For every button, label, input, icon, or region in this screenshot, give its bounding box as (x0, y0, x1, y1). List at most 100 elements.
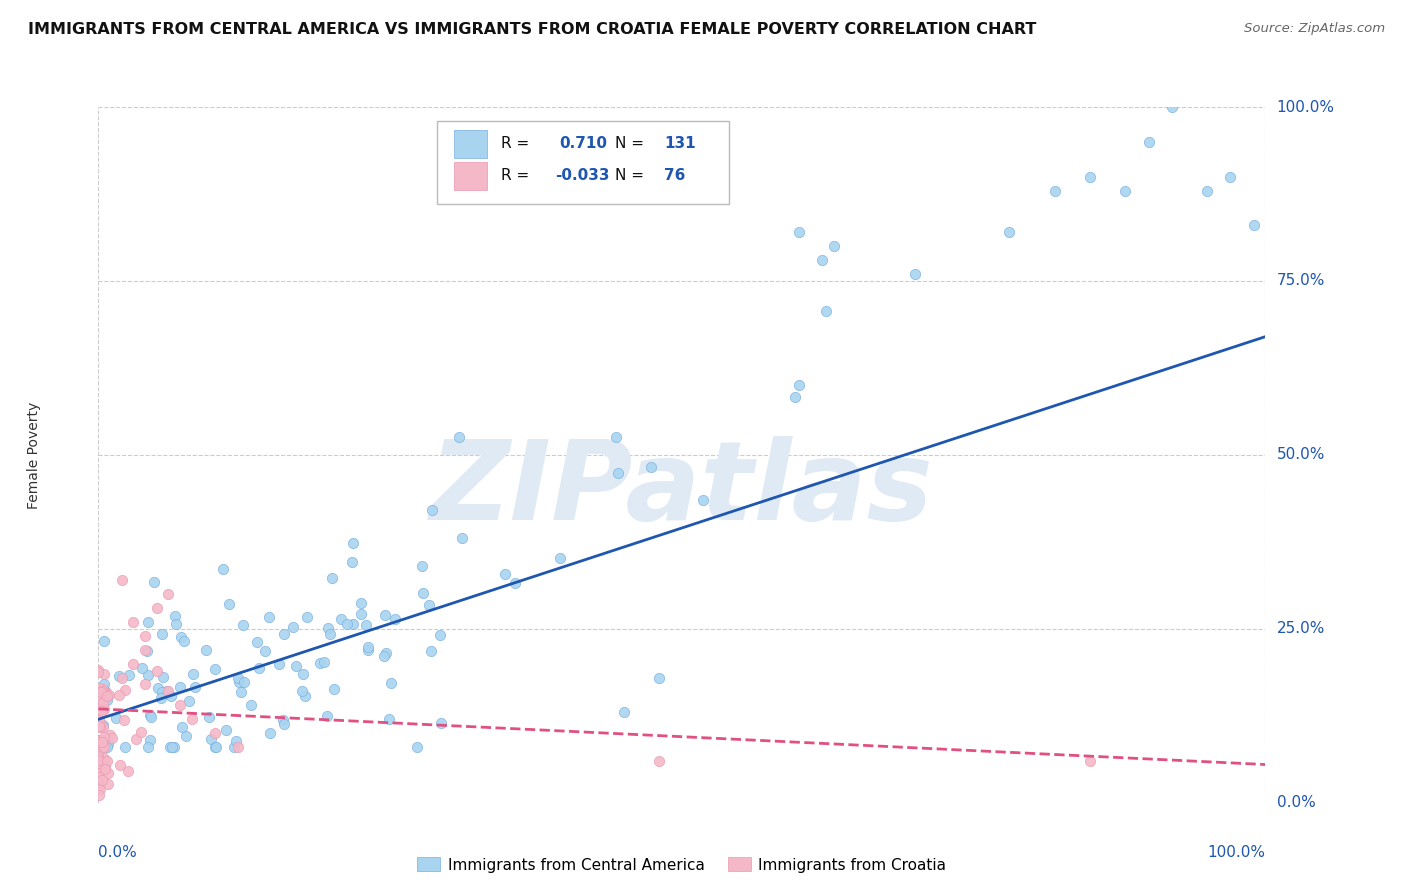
Point (139, 733, 162, 747)
Point (1137, 135, 1160, 149)
Point (232, 675, 254, 690)
Point (246, 635, 269, 649)
Text: Source: ZipAtlas.com: Source: ZipAtlas.com (1244, 22, 1385, 36)
Legend: Immigrants from Central America, Immigrants from Croatia: Immigrants from Central America, Immigra… (412, 851, 952, 879)
FancyBboxPatch shape (437, 121, 728, 204)
Point (163, 609, 186, 624)
Point (169, 680, 191, 694)
Point (607, 466, 630, 480)
Point (94, 763, 117, 777)
Point (146, 664, 169, 678)
Point (89, 719, 111, 733)
Point (429, 628, 451, 642)
Point (229, 685, 252, 699)
Point (87, 733, 110, 747)
Point (273, 716, 295, 731)
Point (228, 674, 250, 689)
Point (613, 706, 636, 720)
Point (157, 684, 180, 698)
Point (117, 764, 139, 779)
Point (247, 661, 270, 675)
Point (309, 656, 332, 670)
Point (321, 571, 343, 585)
Text: 76: 76 (665, 169, 686, 184)
Point (215, 723, 238, 737)
Point (90, 740, 112, 755)
Point (96, 754, 118, 768)
Point (195, 643, 218, 657)
Point (184, 680, 207, 694)
Point (87, 775, 110, 789)
Point (200, 731, 222, 746)
Point (384, 612, 406, 626)
Point (273, 627, 295, 641)
Point (169, 698, 191, 713)
Point (204, 740, 226, 755)
Point (319, 627, 342, 641)
Point (93, 702, 115, 716)
Point (429, 716, 451, 731)
Point (139, 707, 162, 722)
Point (97, 776, 120, 790)
Point (212, 561, 235, 575)
Point (259, 726, 281, 740)
Point (87, 688, 110, 702)
Point (254, 644, 277, 658)
Point (419, 644, 441, 658)
Point (451, 531, 474, 545)
Point (157, 587, 180, 601)
Point (87, 713, 110, 727)
Point (90, 733, 112, 747)
Point (226, 671, 249, 685)
Point (90, 685, 112, 699)
Point (87, 747, 110, 761)
Point (156, 684, 179, 698)
Text: 100.0%: 100.0% (1208, 845, 1265, 860)
Point (225, 734, 247, 748)
Point (173, 633, 195, 648)
Point (787, 225, 810, 239)
Point (93, 740, 115, 755)
Point (257, 610, 280, 624)
Point (647, 754, 669, 768)
Point (118, 668, 141, 682)
Point (108, 758, 131, 772)
Point (150, 690, 173, 705)
Point (548, 551, 571, 566)
Point (350, 596, 373, 610)
Point (377, 712, 399, 726)
Point (89, 702, 111, 716)
Point (418, 599, 440, 613)
Point (312, 655, 335, 669)
Point (204, 661, 226, 675)
Point (232, 617, 254, 632)
Point (152, 670, 174, 684)
Point (89, 735, 111, 749)
Point (146, 601, 169, 615)
Point (87, 770, 110, 784)
Point (96, 693, 118, 707)
Point (494, 567, 516, 582)
Point (165, 617, 187, 632)
Point (134, 676, 156, 690)
Point (87, 665, 110, 680)
Point (205, 740, 228, 755)
Point (197, 710, 219, 724)
Point (447, 430, 470, 444)
Point (281, 619, 304, 633)
Point (87, 781, 110, 796)
Point (87, 788, 110, 802)
Point (94, 760, 117, 774)
Text: 131: 131 (665, 136, 696, 152)
Point (93, 677, 115, 691)
Point (997, 225, 1019, 239)
Point (87, 664, 110, 678)
Point (1195, 184, 1218, 198)
Point (787, 378, 810, 392)
Point (692, 492, 714, 507)
Point (420, 503, 443, 517)
Point (647, 671, 669, 685)
Text: R =: R = (501, 136, 529, 152)
Point (357, 640, 380, 654)
Point (98, 728, 121, 742)
